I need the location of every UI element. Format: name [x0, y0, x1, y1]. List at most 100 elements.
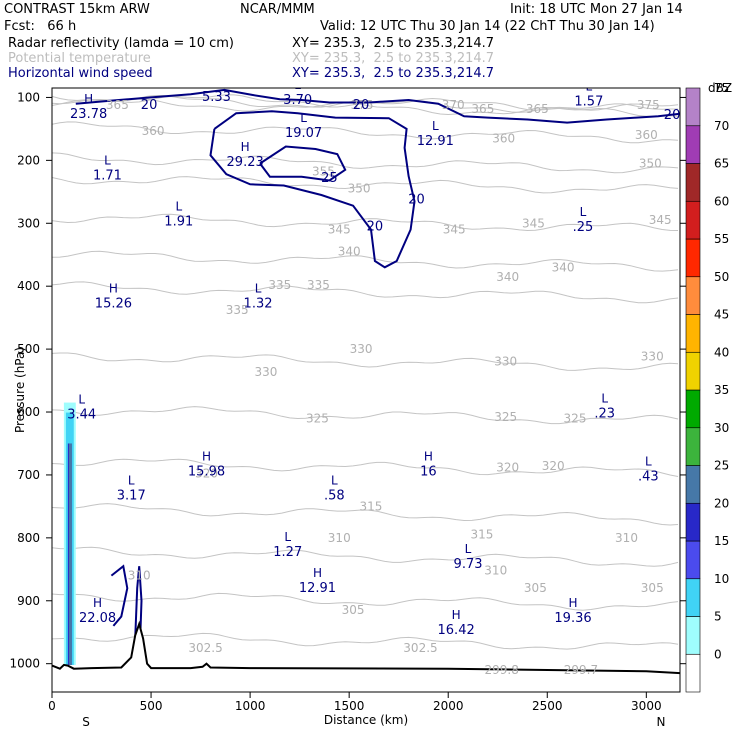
wind-contour-20-lower — [110, 564, 129, 627]
extremum-L: L — [104, 154, 111, 168]
colorbar-label: 45 — [714, 308, 729, 322]
colorbar-label: 0 — [714, 647, 722, 661]
isentrope-315 — [52, 503, 679, 526]
extremum-L: L — [432, 119, 439, 133]
extremum-L: L — [128, 473, 135, 487]
y-tick-label: 400 — [17, 279, 40, 293]
extremum-value: 15.98 — [188, 464, 225, 479]
extremum-L: L — [465, 542, 472, 556]
isentrope-label: 350 — [639, 157, 662, 171]
axes: 100 200 300 400 500 600 700 800 900 1000 0 500 1000 1… — [9, 90, 686, 713]
isentrope-label: 345 — [443, 223, 466, 237]
isentrope-label: 330 — [494, 355, 517, 369]
extremum-H: H — [84, 92, 93, 106]
x-tick-label: 2500 — [532, 699, 563, 713]
isentrope-label: 305 — [524, 581, 547, 595]
y-tick-label: 500 — [17, 342, 40, 356]
isentrope-350 — [52, 176, 679, 194]
wind-speed-label: 20 — [367, 219, 384, 234]
colorbar-swatch — [685, 314, 701, 353]
wind-speed-label: 20 — [664, 108, 681, 123]
extremum-value: 29.23 — [227, 155, 264, 170]
y-tick-label: 600 — [17, 405, 40, 419]
extremum-L: L — [300, 111, 307, 125]
extremum-value: .23 — [594, 406, 615, 421]
field-reflectivity: Radar reflectivity (lamda = 10 cm) — [8, 36, 234, 51]
isentrope-370 — [52, 95, 678, 113]
colorbar-swatch — [685, 276, 701, 315]
isentrope-label: 325 — [306, 411, 329, 425]
colorbar-swatch — [685, 125, 701, 164]
isentrope-label: 325 — [494, 410, 517, 424]
isentrope-label: 345 — [522, 216, 545, 230]
wind-speed-label: 20 — [353, 98, 370, 113]
plot-frame — [51, 87, 681, 693]
isentrope-label: 299.7 — [564, 663, 598, 677]
extremum-H: H — [569, 596, 578, 610]
isentrope-label: 375 — [351, 98, 374, 112]
colorbar-label: 55 — [714, 232, 729, 246]
field-theta-xy: XY= 235.3, 2.5 to 235.3,214.7 — [292, 51, 495, 66]
extremum-value: 1.32 — [244, 296, 273, 311]
x-axis-label: Distance (km) — [324, 713, 408, 727]
isentrope-label: 310 — [484, 564, 507, 578]
colorbar-swatch — [685, 465, 701, 504]
extremum-L: L — [331, 473, 338, 487]
terrain-fill — [52, 624, 680, 692]
x-end-label-left: S — [82, 715, 90, 729]
wind-contour-20-upper — [75, 88, 680, 124]
x-tick-label: 0 — [48, 699, 56, 713]
isentrope-label: 375 — [637, 98, 660, 112]
x-tick-label: 1500 — [334, 699, 365, 713]
isentrope-label: 330 — [641, 350, 664, 364]
isentrope-label: 330 — [350, 342, 373, 356]
extremum-value: 19.36 — [554, 611, 591, 626]
isentrope-label: 350 — [348, 182, 371, 196]
extremum-L: L — [645, 454, 652, 468]
isentrope-label: 305 — [342, 603, 365, 617]
terrain-line — [52, 620, 680, 675]
organization: NCAR/MMM — [240, 2, 315, 17]
isentrope-label: 335 — [226, 303, 249, 317]
isentrope-335 — [52, 281, 679, 304]
colorbar-swatch — [685, 87, 701, 127]
colorbar-title: dBZ — [708, 81, 732, 95]
isentrope-330 — [52, 352, 679, 371]
x-end-label-right: N — [657, 715, 666, 729]
isentrope-label: 340 — [338, 245, 361, 259]
isentrope-355 — [52, 152, 679, 174]
extremum-value: 1.57 — [574, 94, 603, 109]
colorbar-label: 40 — [714, 345, 729, 359]
isentrope-label: 305 — [641, 581, 664, 595]
x-tick-label: 2000 — [433, 699, 464, 713]
wind-contour-20-mountain — [134, 566, 143, 639]
colorbar-label: 5 — [714, 610, 722, 624]
isentrope-310 — [52, 546, 679, 567]
extremum-L: L — [601, 391, 608, 405]
extremum-L: L — [580, 205, 587, 219]
isentrope-label: 365 — [106, 98, 129, 112]
extremum-value: 5.33 — [202, 90, 231, 105]
isentrope-label: 360 — [635, 128, 658, 142]
field-wind: Horizontal wind speed — [8, 66, 153, 81]
isentrope-label: 345 — [649, 213, 672, 227]
extremum-value: .25 — [573, 220, 594, 235]
y-tick-label: 1000 — [9, 657, 40, 671]
extremum-H: H — [452, 608, 461, 622]
extremum-L: L — [284, 530, 291, 544]
colorbar-swatch — [685, 351, 701, 391]
colorbar-label: 35 — [714, 383, 729, 397]
extremum-L: L — [255, 281, 262, 295]
extremum-value: .43 — [638, 469, 659, 484]
y-tick-label: 300 — [17, 216, 40, 230]
y-tick-label: 800 — [17, 531, 40, 545]
isentrope-345 — [52, 213, 679, 232]
extremum-value: .58 — [324, 488, 345, 503]
extremum-value: 9.73 — [454, 557, 483, 572]
colorbar-swatch — [685, 653, 701, 693]
colorbar-swatch — [685, 502, 701, 542]
isentrope-label: 325 — [564, 411, 587, 425]
isentrope-label: 320 — [195, 467, 218, 481]
isentrope-label: 340 — [552, 260, 575, 274]
